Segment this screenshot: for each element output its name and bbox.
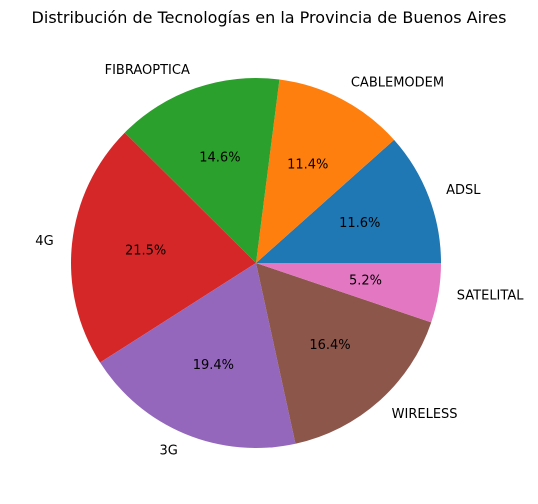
pie-pct-label-3g: 19.4% [193, 358, 234, 373]
pie-category-label-satelital: SATELITAL [457, 289, 524, 304]
pie-slice-cablemodem [256, 79, 395, 263]
pie-slice-4g [70, 132, 256, 363]
pie-category-label-wireless: WIRELESS [392, 407, 458, 422]
pie-slice-adsl [256, 139, 441, 263]
pie-pct-label-wireless: 16.4% [309, 338, 350, 353]
pie-pct-label-cablemodem: 11.4% [287, 157, 328, 172]
pie-slices [70, 78, 441, 449]
pie-slice-fibraoptica [124, 78, 280, 263]
pie-category-label-cablemodem: CABLEMODEM [351, 75, 444, 90]
pie-pct-label-adsl: 11.6% [339, 216, 380, 231]
pie-pct-label-4g: 21.5% [125, 244, 166, 259]
pie-slice-satelital [256, 263, 441, 323]
chart-title: Distribución de Tecnologías en la Provin… [31, 8, 507, 27]
pie-slice-3g [100, 263, 296, 449]
pie-category-label-3g: 3G [160, 443, 178, 458]
pie-category-label-4g: 4G [35, 234, 53, 249]
pie-pct-label-fibraoptica: 14.6% [199, 151, 240, 166]
pie-pct-label-satelital: 5.2% [349, 274, 382, 289]
pie-category-label-adsl: ADSL [446, 183, 481, 198]
pie-category-label-fibraoptica: FIBRAOPTICA [105, 63, 190, 78]
pie-labels: 11.6% ADSL 11.4% CABLEMODEM 14.6% FIBRAOPTICA… [35, 63, 524, 458]
pie-slice-wireless [256, 263, 432, 444]
